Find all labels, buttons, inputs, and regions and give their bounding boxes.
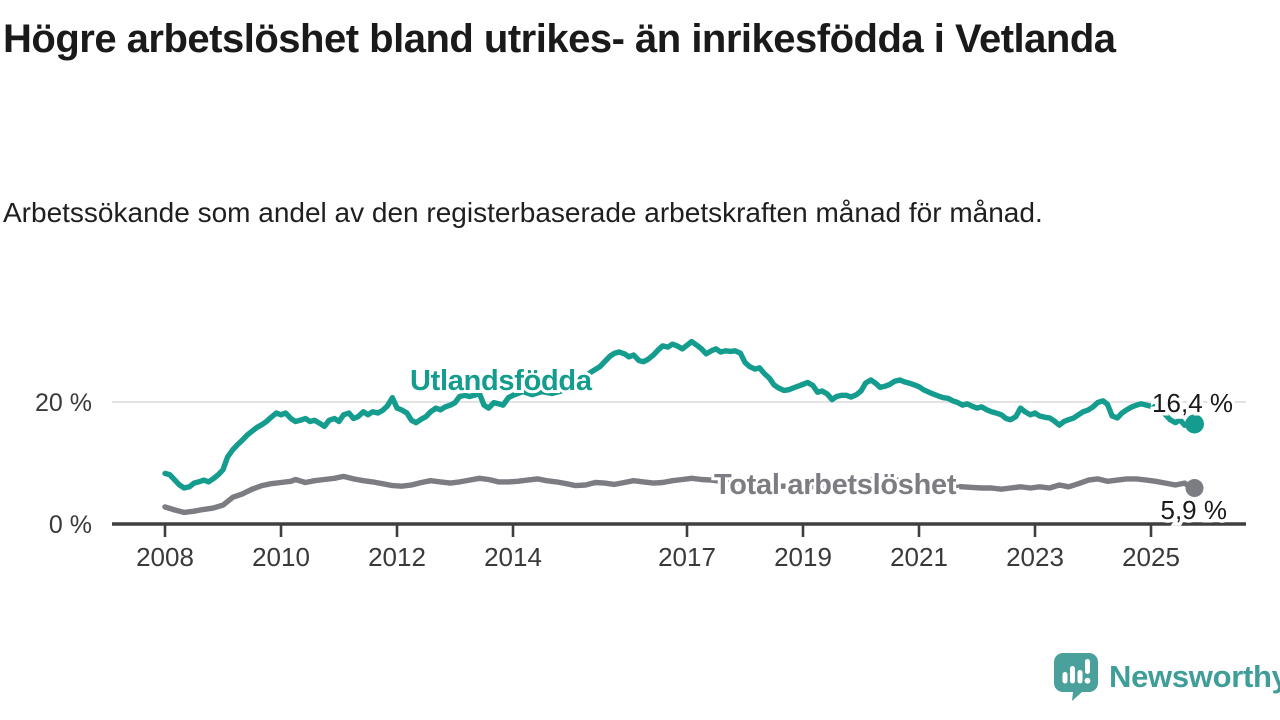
- series-line-utlandsf-dda: [162, 338, 1198, 491]
- series-label-total-arbetsl-shet: Total arbetslöshet: [714, 469, 957, 501]
- x-axis-label-2023: 2023: [1006, 542, 1064, 572]
- x-axis-label-2021: 2021: [890, 542, 948, 572]
- x-axis-label-2025: 2025: [1122, 542, 1180, 572]
- end-dot-utlandsf-dda: [1185, 414, 1204, 434]
- end-dot-total-arbetsl-shet: [1185, 479, 1204, 498]
- x-axis-label-2014: 2014: [484, 542, 542, 572]
- newsworthy-logo: Newsworthy: [1053, 652, 1280, 702]
- y-axis-label-20: 20 %: [35, 389, 92, 417]
- x-axis-label-2012: 2012: [368, 542, 426, 572]
- newsworthy-speech-bubble-chart-icon: [1054, 653, 1098, 701]
- newsworthy-logo-text: Newsworthy: [1109, 659, 1280, 694]
- x-axis-label-2019: 2019: [774, 542, 832, 572]
- end-label-utlandsf-dda: 16,4 %: [1152, 388, 1233, 418]
- series-label-utlandsf-dda: Utlandsfödda: [410, 365, 593, 397]
- end-label-total-arbetsl-shet: 5,9 %: [1161, 495, 1228, 525]
- page-title: Högre arbetslöshet bland utrikes- än inr…: [3, 17, 1116, 61]
- y-axis-label-0: 0 %: [49, 511, 92, 539]
- x-axis-label-2008: 2008: [136, 542, 194, 572]
- x-axis-label-2010: 2010: [252, 542, 310, 572]
- x-axis-label-2017: 2017: [658, 542, 716, 572]
- page-subtitle: Arbetssökande som andel av den registerb…: [3, 197, 1043, 228]
- series-line-total-arbetsl-shet: [162, 473, 1198, 516]
